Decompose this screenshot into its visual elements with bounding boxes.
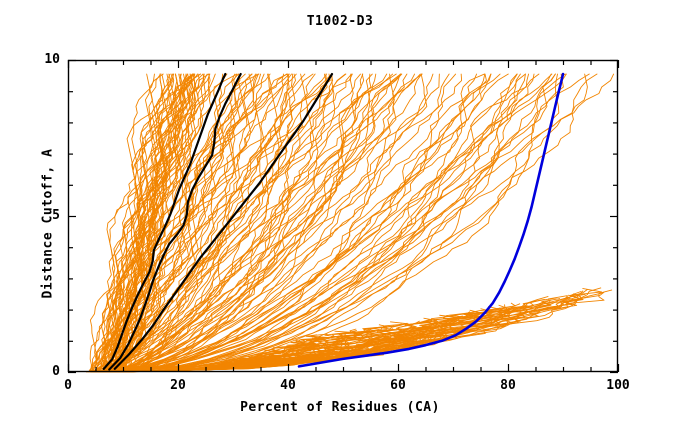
ensemble-curve (117, 73, 450, 373)
ensemble-curve (96, 73, 588, 373)
ensemble-curve (112, 73, 196, 373)
ensemble-curve (116, 73, 526, 373)
ensemble-curve (90, 73, 179, 373)
ensemble-curve (110, 73, 328, 373)
ensemble-curve (100, 314, 459, 373)
ensemble-curve (90, 73, 485, 373)
ensemble-curve (122, 73, 486, 373)
ensemble-curve (120, 73, 615, 373)
ensemble-curve (102, 73, 175, 373)
ensemble-curve (112, 295, 568, 373)
ensemble-curve (94, 73, 155, 373)
ensemble-curve (116, 73, 416, 373)
ensemble-curve (115, 73, 328, 373)
ensemble-curve (97, 73, 421, 373)
ensemble-curve (96, 322, 425, 373)
ensemble-curve (104, 73, 492, 373)
ensemble-curve (113, 73, 388, 373)
ensemble-curve (87, 73, 197, 373)
ensemble-curve (99, 73, 556, 373)
ensemble-curve (107, 73, 440, 373)
x-tick-label: 60 (390, 378, 406, 393)
ensemble-curve (118, 73, 373, 373)
ensemble-curve (108, 73, 377, 373)
ensemble-curve (93, 73, 567, 373)
y-tick-label: 10 (44, 52, 60, 67)
series-best-model-blue (297, 72, 565, 368)
ensemble-curve (104, 73, 553, 373)
ensemble-curve (97, 73, 518, 373)
ensemble-curve (86, 73, 397, 373)
series-reference-black-3 (113, 72, 334, 370)
ensemble-curve (123, 324, 387, 373)
ensemble-curve (124, 73, 182, 373)
ensemble-curve (118, 73, 208, 373)
ensemble-curve (91, 73, 478, 373)
ensemble-curve (103, 298, 545, 373)
x-tick-label: 20 (170, 378, 186, 393)
ensemble-curve (108, 73, 518, 373)
ensemble-curve (97, 73, 463, 373)
ensemble-curve (109, 73, 365, 373)
ensemble-curve (108, 73, 335, 373)
ensemble-curve (131, 73, 402, 373)
ensemble-curve (91, 73, 170, 373)
axes-layer (67, 59, 620, 374)
ensemble-curve (89, 73, 166, 373)
y-tick-label: 5 (52, 208, 60, 223)
x-tick-label: 100 (606, 378, 630, 393)
ensemble-curve (92, 73, 487, 373)
ensemble-curve (95, 73, 563, 373)
ensemble-curve (109, 333, 328, 373)
ensemble-curve (108, 73, 190, 373)
ensemble-curve (129, 73, 306, 373)
ensemble-curve (93, 73, 347, 373)
ensemble-curve (110, 73, 598, 373)
ensemble-curve (122, 73, 188, 373)
ensemble-curve (95, 73, 228, 373)
ensemble-curve (116, 73, 285, 373)
ensemble-curve (93, 73, 239, 373)
y-tick-label: 0 (52, 364, 60, 379)
ensemble-curve (121, 73, 556, 373)
ensemble-curve (104, 73, 423, 373)
ensemble-curve (102, 73, 290, 373)
x-axis-label: Percent of Residues (CA) (240, 400, 440, 415)
ensemble-curve (127, 73, 492, 373)
ensemble-curve (109, 73, 401, 373)
ensemble-curve (95, 73, 434, 373)
ensemble-curve (112, 73, 590, 373)
ensemble-curve (100, 73, 372, 373)
x-tick-label: 40 (280, 378, 296, 393)
y-axis-label: Distance Cutoff, A (40, 148, 56, 299)
page-title: T1002-D3 (306, 14, 374, 29)
ensemble-curve (92, 73, 423, 373)
ensemble-curve (103, 288, 588, 373)
ensemble-curve (103, 73, 204, 373)
ensemble-curve (111, 73, 259, 373)
ensemble-curve (115, 73, 428, 373)
x-tick-label: 0 (64, 378, 72, 393)
ensemble-curve (121, 304, 509, 373)
ensemble-curve (104, 73, 297, 373)
series-reference-black-1 (102, 72, 227, 370)
ensemble-curve (107, 313, 463, 373)
ensemble-curve (99, 73, 262, 373)
ensemble-curve (115, 73, 241, 373)
highlight-curves-layer (102, 72, 565, 371)
ensemble-curve (122, 296, 549, 373)
ensemble-curve (98, 73, 530, 373)
ensemble-curve (93, 73, 211, 373)
ensemble-curve (129, 73, 353, 373)
x-tick-label: 80 (500, 378, 516, 393)
series-reference-black-2 (108, 72, 242, 371)
